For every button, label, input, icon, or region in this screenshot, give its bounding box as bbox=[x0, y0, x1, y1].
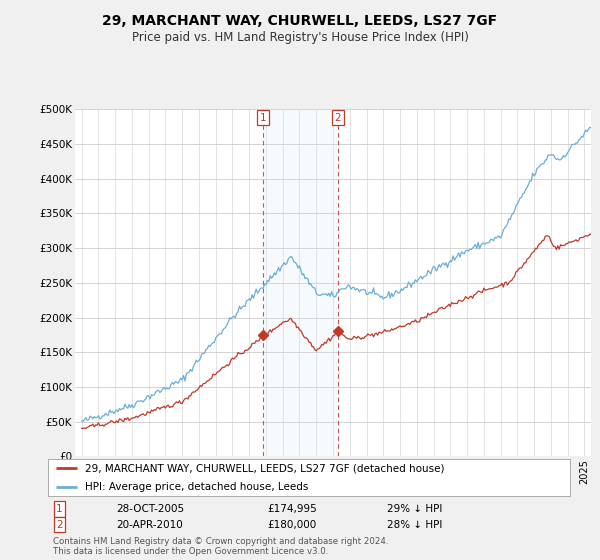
Text: 2: 2 bbox=[56, 520, 63, 530]
Text: 29, MARCHANT WAY, CHURWELL, LEEDS, LS27 7GF (detached house): 29, MARCHANT WAY, CHURWELL, LEEDS, LS27 … bbox=[85, 463, 444, 473]
Text: Contains HM Land Registry data © Crown copyright and database right 2024.
This d: Contains HM Land Registry data © Crown c… bbox=[53, 537, 389, 556]
Text: 28% ↓ HPI: 28% ↓ HPI bbox=[388, 520, 443, 530]
Text: 28-OCT-2005: 28-OCT-2005 bbox=[116, 504, 184, 514]
Text: 29% ↓ HPI: 29% ↓ HPI bbox=[388, 504, 443, 514]
Text: £174,995: £174,995 bbox=[267, 504, 317, 514]
Text: 29, MARCHANT WAY, CHURWELL, LEEDS, LS27 7GF: 29, MARCHANT WAY, CHURWELL, LEEDS, LS27 … bbox=[103, 14, 497, 28]
Text: 2: 2 bbox=[335, 113, 341, 123]
Text: 1: 1 bbox=[260, 113, 266, 123]
Bar bbox=[263, 109, 338, 456]
Text: HPI: Average price, detached house, Leeds: HPI: Average price, detached house, Leed… bbox=[85, 482, 308, 492]
Text: Price paid vs. HM Land Registry's House Price Index (HPI): Price paid vs. HM Land Registry's House … bbox=[131, 31, 469, 44]
Text: £180,000: £180,000 bbox=[267, 520, 316, 530]
Text: 20-APR-2010: 20-APR-2010 bbox=[116, 520, 182, 530]
Text: 1: 1 bbox=[56, 504, 63, 514]
